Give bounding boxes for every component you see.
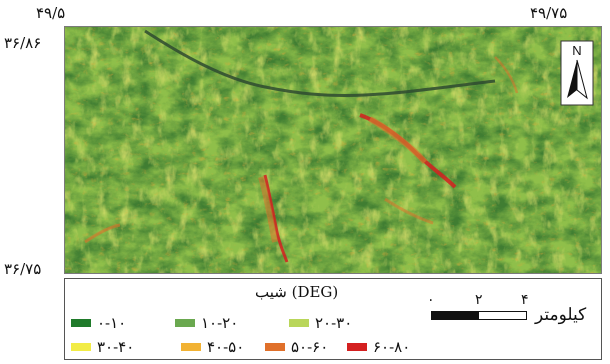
legend-swatch bbox=[289, 319, 309, 327]
terrain-steep-slopes bbox=[65, 27, 601, 273]
scale-unit: کیلومتر bbox=[535, 305, 587, 325]
legend-label: ۱۰-۲۰ bbox=[201, 314, 239, 332]
scale-bar: ۰ ۲ ۴ کیلومتر bbox=[423, 293, 593, 333]
legend-swatch bbox=[71, 319, 91, 327]
legend-swatch bbox=[265, 343, 285, 351]
scale-tick: ۰ bbox=[427, 292, 435, 308]
scale-bar-graphic bbox=[431, 311, 527, 320]
steep-slope-zones bbox=[84, 56, 519, 263]
legend: شیب (DEG) ۰-۱۰ ۱۰-۲۰ ۲۰-۳۰ ۳۰-۴۰ ۴۰-۵۰ ۵… bbox=[64, 278, 602, 360]
slope-raster bbox=[65, 27, 601, 273]
river bbox=[144, 29, 496, 98]
scale-tick: ۴ bbox=[521, 292, 529, 308]
legend-label: ۵۰-۶۰ bbox=[291, 338, 329, 356]
legend-item: ۰-۱۰ bbox=[71, 315, 126, 331]
legend-swatch bbox=[175, 319, 195, 327]
legend-swatch bbox=[71, 343, 91, 351]
latitude-label-bottom: ۳۶/۷۵ bbox=[4, 260, 42, 278]
legend-item: ۱۰-۲۰ bbox=[175, 315, 238, 331]
legend-item: ۴۰-۵۰ bbox=[181, 339, 244, 355]
north-label: N bbox=[572, 43, 581, 58]
legend-label: ۶۰-۸۰ bbox=[373, 338, 411, 356]
legend-label: ۲۰-۳۰ bbox=[315, 314, 353, 332]
legend-item: ۶۰-۸۰ bbox=[347, 339, 410, 355]
latitude-label-top: ۳۶/۸۶ bbox=[4, 34, 42, 52]
longitude-label-left: ۴۹/۵ bbox=[36, 4, 66, 22]
legend-item: ۲۰-۳۰ bbox=[289, 315, 352, 331]
legend-item: ۳۰-۴۰ bbox=[71, 339, 134, 355]
legend-label: ۰-۱۰ bbox=[97, 314, 127, 332]
scale-tick: ۲ bbox=[475, 292, 483, 308]
legend-swatch bbox=[347, 343, 367, 351]
legend-item: ۵۰-۶۰ bbox=[265, 339, 328, 355]
longitude-label-right: ۴۹/۷۵ bbox=[530, 4, 568, 22]
north-arrow: N bbox=[560, 40, 594, 106]
legend-label: ۳۰-۴۰ bbox=[97, 338, 135, 356]
legend-swatch bbox=[181, 343, 201, 351]
legend-title: شیب (DEG) bbox=[255, 283, 339, 301]
legend-label: ۴۰-۵۰ bbox=[207, 338, 245, 356]
slope-map bbox=[64, 26, 602, 274]
